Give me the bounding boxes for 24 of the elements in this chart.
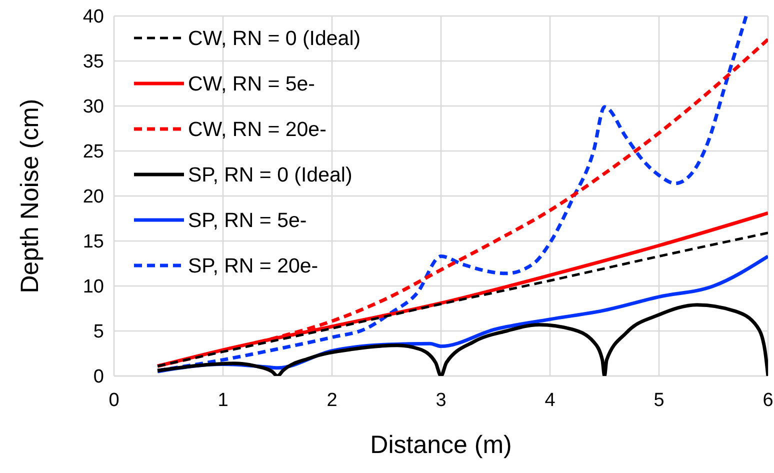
x-axis-title: Distance (m) — [370, 431, 512, 459]
x-tick-label: 0 — [108, 390, 120, 411]
legend-label: SP, RN = 20e- — [188, 254, 318, 278]
legend-label: SP, RN = 5e- — [188, 209, 307, 232]
x-tick-label: 2 — [326, 390, 338, 411]
x-tick-label: 5 — [654, 390, 664, 411]
y-tick-label: 10 — [82, 276, 104, 298]
legend-label: CW, RN = 5e- — [188, 72, 316, 96]
y-tick-label: 0 — [93, 366, 104, 388]
y-tick-label: 25 — [82, 142, 104, 163]
y-tick-label: 15 — [82, 232, 104, 253]
y-tick-label: 40 — [82, 6, 104, 28]
legend-label: CW, RN = 0 (Ideal) — [188, 27, 361, 50]
y-tick-label: 35 — [82, 52, 104, 73]
y-axis-title: Depth Noise (cm) — [16, 98, 44, 294]
x-tick-label: 4 — [544, 390, 556, 411]
y-tick-label: 5 — [93, 322, 104, 343]
y-tick-label: 20 — [82, 186, 104, 208]
legend-label: CW, RN = 20e- — [188, 118, 326, 142]
legend-label: SP, RN = 0 (Ideal) — [188, 164, 352, 187]
x-tick-label: 1 — [218, 390, 228, 411]
x-tick-label: 3 — [436, 390, 446, 411]
x-tick-label: 6 — [762, 390, 774, 411]
y-tick-label: 30 — [82, 96, 104, 118]
